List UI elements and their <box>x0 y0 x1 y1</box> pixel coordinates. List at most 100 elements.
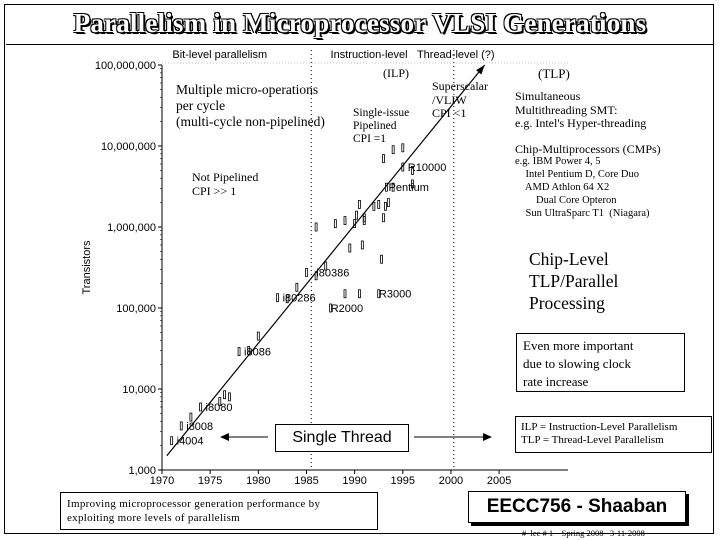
data-point <box>411 165 414 175</box>
single-thread-arrowhead-left <box>220 433 229 441</box>
data-point <box>228 392 231 402</box>
data-point <box>329 303 332 313</box>
data-point <box>348 243 352 253</box>
era-label: Thread-level (?) <box>417 49 495 61</box>
data-point <box>170 436 174 446</box>
x-tick-label: 1980 <box>246 475 270 487</box>
x-tick-label: 1970 <box>150 475 174 487</box>
tlp-tag: (TLP) <box>538 66 570 81</box>
data-point <box>237 347 241 356</box>
ilp-tag: (ILP) <box>383 66 409 80</box>
slide-frame <box>4 4 714 534</box>
data-point <box>411 179 414 189</box>
data-point <box>391 145 395 155</box>
data-point <box>333 219 337 229</box>
superscalar-note: Superscalar /VLIW CPI <1 <box>432 79 488 120</box>
data-point <box>305 268 308 277</box>
data-point <box>179 421 183 431</box>
course-label: EECC756 - Shaaban <box>486 496 668 517</box>
point-label: i8008 <box>186 421 213 433</box>
cmp-note: Chip-Multiprocessors (CMPs) <box>515 142 661 156</box>
data-point <box>382 213 385 223</box>
micro-ops-note: Multiple micro-operations per cycle (mul… <box>176 82 325 129</box>
data-point <box>401 143 405 153</box>
data-point <box>343 289 347 299</box>
data-point <box>324 261 328 271</box>
course-box: EECC756 - Shaaban <box>468 491 686 523</box>
single-thread-arrowhead-right <box>483 433 492 441</box>
data-point <box>384 201 387 211</box>
trend-line <box>166 64 486 457</box>
x-tick-label: 2000 <box>439 475 463 487</box>
data-point <box>377 289 381 299</box>
x-tick-label: 1975 <box>198 475 222 487</box>
data-point <box>343 216 347 225</box>
y-tick-label: 1,000 <box>128 465 156 477</box>
not-pipelined-note: Not Pipelined CPI >> 1 <box>192 170 259 198</box>
data-point <box>353 219 357 229</box>
point-label: R3000 <box>379 289 411 301</box>
data-point <box>391 182 395 192</box>
data-point <box>189 412 193 422</box>
era-label: Bit-level parallelism <box>172 49 267 61</box>
x-tick-label: 1985 <box>294 475 318 487</box>
trend-arrowhead <box>476 65 485 75</box>
smt-note: Simultaneous Multithreading SMT: e.g. In… <box>515 89 647 130</box>
data-point <box>295 282 299 292</box>
y-axis-label: Transistors <box>81 240 93 294</box>
footer-text: # lec # 1 Spring 2008 3-11-2008 <box>522 528 645 538</box>
bottom-note: Improving microprocessor generation perf… <box>67 498 321 524</box>
data-point <box>285 294 289 304</box>
data-point <box>382 154 385 163</box>
data-point <box>355 210 358 220</box>
title-rule <box>6 44 714 45</box>
data-point <box>256 331 260 341</box>
point-label: i8080 <box>206 402 233 414</box>
chip-level-note: Chip-Level TLP/Parallel Processing <box>529 249 619 313</box>
data-point <box>377 200 381 209</box>
data-point <box>247 345 251 355</box>
data-point <box>314 222 318 232</box>
point-label: Pentium <box>389 182 429 194</box>
ilp-tlp-legend: ILP = Instruction-Level Parallelism TLP … <box>521 421 678 446</box>
point-label: i4004 <box>177 436 204 448</box>
point-label: i8086 <box>244 347 271 359</box>
point-label: R10000 <box>408 162 447 174</box>
y-tick-label: 100,000 <box>116 303 156 315</box>
data-point <box>360 240 364 250</box>
data-point <box>401 162 405 172</box>
data-point <box>223 390 227 400</box>
data-point <box>314 271 318 281</box>
data-point <box>385 182 388 192</box>
y-tick-label: 1,000,000 <box>107 222 156 234</box>
single-thread-label: Single Thread <box>292 429 392 446</box>
bottom-note-box: Improving microprocessor generation perf… <box>60 492 378 530</box>
data-point <box>218 397 222 406</box>
y-tick-label: 100,000,000 <box>95 60 156 72</box>
ilp-tlp-legend-box: ILP = Instruction-Level Parallelism TLP … <box>515 416 712 453</box>
point-label: R2000 <box>331 303 363 315</box>
y-tick-label: 10,000 <box>122 384 156 396</box>
y-tick-label: 10,000,000 <box>101 141 156 153</box>
point-label: i80286 <box>283 293 316 305</box>
data-point <box>380 254 384 264</box>
data-point <box>358 200 361 209</box>
x-tick-label: 1995 <box>391 475 415 487</box>
data-point <box>199 402 202 412</box>
data-point <box>372 201 376 211</box>
data-point <box>276 293 279 303</box>
point-label: i80386 <box>316 267 349 279</box>
x-tick-label: 1990 <box>342 475 366 487</box>
slide-title: Parallelism in Microprocessor VLSI Gener… <box>73 8 647 38</box>
data-point <box>358 289 361 299</box>
x-tick-label: 2005 <box>487 475 511 487</box>
data-point <box>386 198 390 208</box>
single-thread-box: Single Thread <box>275 424 409 452</box>
important-note: Even more important due to slowing clock… <box>523 338 634 389</box>
data-point <box>362 213 366 223</box>
important-box: Even more important due to slowing clock… <box>516 333 685 392</box>
era-label: Instruction-level <box>331 49 408 61</box>
single-issue-note: Single-issue Pipelined CPI =1 <box>353 107 410 145</box>
cmp-examples: e.g. IBM Power 4, 5 Intel Pentium D, Cor… <box>515 156 650 219</box>
